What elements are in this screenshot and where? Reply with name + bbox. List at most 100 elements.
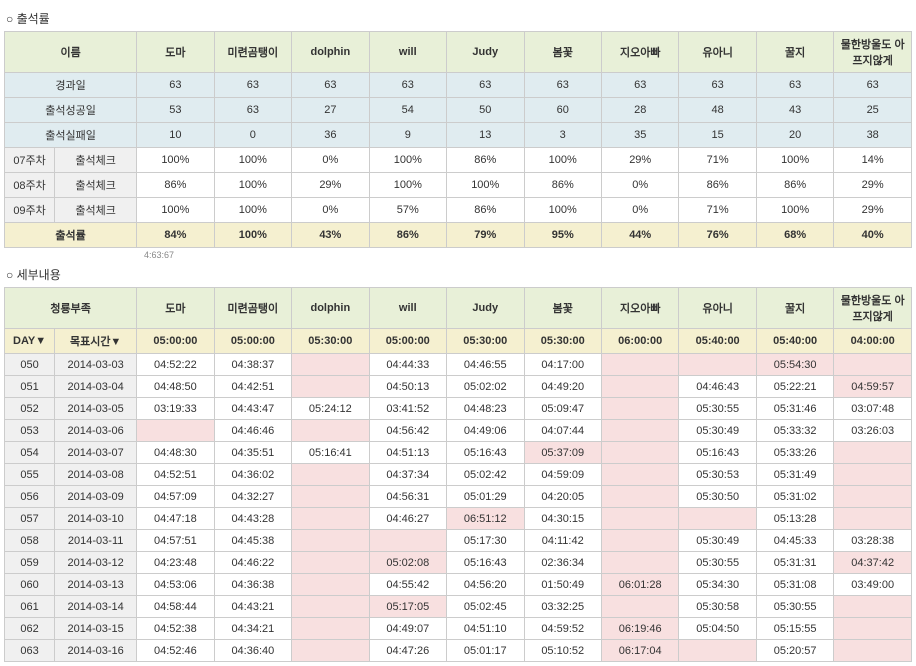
time-val: 05:10:52 bbox=[524, 640, 601, 662]
day-num: 050 bbox=[5, 354, 55, 376]
date-val: 2014-03-16 bbox=[55, 640, 137, 662]
time-val: 04:48:23 bbox=[447, 398, 524, 420]
time-val: 03:32:25 bbox=[524, 596, 601, 618]
time-val: 04:36:02 bbox=[214, 464, 291, 486]
time-val: 04:51:10 bbox=[447, 618, 524, 640]
total-label: 출석률 bbox=[5, 223, 137, 248]
time-val: 05:17:30 bbox=[447, 530, 524, 552]
time-val bbox=[834, 508, 912, 530]
time-val: 03:41:52 bbox=[369, 398, 446, 420]
member-header: 봄꽃 bbox=[524, 288, 601, 329]
day-num: 057 bbox=[5, 508, 55, 530]
time-val: 06:17:04 bbox=[601, 640, 678, 662]
time-val bbox=[679, 354, 756, 376]
table-row: 0572014-03-1004:47:1804:43:2804:46:2706:… bbox=[5, 508, 912, 530]
day-num: 061 bbox=[5, 596, 55, 618]
stat-label: 경과일 bbox=[5, 73, 137, 98]
target-val: 05:00:00 bbox=[369, 329, 446, 354]
member-header: 봄꽃 bbox=[524, 32, 601, 73]
time-val: 05:34:30 bbox=[679, 574, 756, 596]
member-header: 유아니 bbox=[679, 288, 756, 329]
time-val: 04:49:07 bbox=[369, 618, 446, 640]
stat-label: 출석성공일 bbox=[5, 98, 137, 123]
time-val bbox=[292, 420, 369, 442]
time-val: 04:45:33 bbox=[756, 530, 833, 552]
target-val: 05:40:00 bbox=[756, 329, 833, 354]
table-row: 0512014-03-0404:48:5004:42:5104:50:1305:… bbox=[5, 376, 912, 398]
stat-val: 63 bbox=[369, 73, 446, 98]
time-val: 04:36:38 bbox=[214, 574, 291, 596]
table-row: 0632014-03-1604:52:4604:36:4004:47:2605:… bbox=[5, 640, 912, 662]
pct-val: 0% bbox=[601, 173, 678, 198]
time-val bbox=[601, 376, 678, 398]
day-num: 053 bbox=[5, 420, 55, 442]
total-val: 79% bbox=[447, 223, 524, 248]
time-val: 05:01:29 bbox=[447, 486, 524, 508]
table-row: 07주차출석체크100%100%0%100%86%100%29%71%100%1… bbox=[5, 148, 912, 173]
name-header: 이름 bbox=[5, 32, 137, 73]
time-val: 04:52:46 bbox=[137, 640, 214, 662]
member-header: 미련곰탱이 bbox=[214, 32, 291, 73]
stat-val: 60 bbox=[524, 98, 601, 123]
pct-val: 100% bbox=[756, 198, 833, 223]
member-header: will bbox=[369, 32, 446, 73]
time-val: 05:30:55 bbox=[679, 552, 756, 574]
tiny-note: 4:63:67 bbox=[144, 250, 912, 260]
target-val: 06:00:00 bbox=[601, 329, 678, 354]
time-val: 04:48:50 bbox=[137, 376, 214, 398]
member-header: 물한방울도 아프지않게 bbox=[834, 32, 912, 73]
stat-val: 54 bbox=[369, 98, 446, 123]
total-val: 95% bbox=[524, 223, 601, 248]
target-val: 04:00:00 bbox=[834, 329, 912, 354]
member-header: will bbox=[369, 288, 446, 329]
time-val: 03:07:48 bbox=[834, 398, 912, 420]
time-val bbox=[834, 442, 912, 464]
time-val: 04:36:40 bbox=[214, 640, 291, 662]
target-val: 05:30:00 bbox=[524, 329, 601, 354]
time-val: 04:47:18 bbox=[137, 508, 214, 530]
time-val bbox=[601, 552, 678, 574]
stat-val: 35 bbox=[601, 123, 678, 148]
time-val: 05:22:21 bbox=[756, 376, 833, 398]
pct-val: 100% bbox=[369, 173, 446, 198]
stat-val: 63 bbox=[524, 73, 601, 98]
time-val: 04:35:51 bbox=[214, 442, 291, 464]
total-val: 43% bbox=[292, 223, 369, 248]
date-val: 2014-03-06 bbox=[55, 420, 137, 442]
stat-val: 20 bbox=[756, 123, 833, 148]
stat-val: 63 bbox=[834, 73, 912, 98]
time-val bbox=[292, 486, 369, 508]
stat-val: 28 bbox=[601, 98, 678, 123]
time-val bbox=[679, 640, 756, 662]
member-header: 도마 bbox=[137, 32, 214, 73]
time-val: 04:56:31 bbox=[369, 486, 446, 508]
table-row: 0582014-03-1104:57:5104:45:3805:17:3004:… bbox=[5, 530, 912, 552]
table-row: 출석률84%100%43%86%79%95%44%76%68%40% bbox=[5, 223, 912, 248]
attendance-title: ○ 출석률 bbox=[6, 10, 912, 27]
time-val bbox=[292, 552, 369, 574]
table-row: 0552014-03-0804:52:5104:36:0204:37:3405:… bbox=[5, 464, 912, 486]
pct-val: 86% bbox=[447, 148, 524, 173]
table-row: 이름도마미련곰탱이dolphinwillJudy봄꽃지오아빠유아니꿀지물한방울도… bbox=[5, 32, 912, 73]
time-val bbox=[292, 530, 369, 552]
pct-val: 86% bbox=[679, 173, 756, 198]
time-val bbox=[292, 640, 369, 662]
stat-val: 63 bbox=[679, 73, 756, 98]
time-val: 03:19:33 bbox=[137, 398, 214, 420]
table-row: 0562014-03-0904:57:0904:32:2704:56:3105:… bbox=[5, 486, 912, 508]
time-val: 05:33:26 bbox=[756, 442, 833, 464]
stat-val: 48 bbox=[679, 98, 756, 123]
stat-val: 63 bbox=[601, 73, 678, 98]
time-val: 04:59:57 bbox=[834, 376, 912, 398]
time-val: 04:17:00 bbox=[524, 354, 601, 376]
time-val bbox=[292, 618, 369, 640]
time-val: 05:09:47 bbox=[524, 398, 601, 420]
time-val: 04:20:05 bbox=[524, 486, 601, 508]
stat-val: 38 bbox=[834, 123, 912, 148]
table-row: 출석성공일53632754506028484325 bbox=[5, 98, 912, 123]
time-val bbox=[292, 354, 369, 376]
time-val: 06:51:12 bbox=[447, 508, 524, 530]
time-val: 04:43:28 bbox=[214, 508, 291, 530]
table-row: 경과일63636363636363636363 bbox=[5, 73, 912, 98]
week-label: 07주차 bbox=[5, 148, 55, 173]
